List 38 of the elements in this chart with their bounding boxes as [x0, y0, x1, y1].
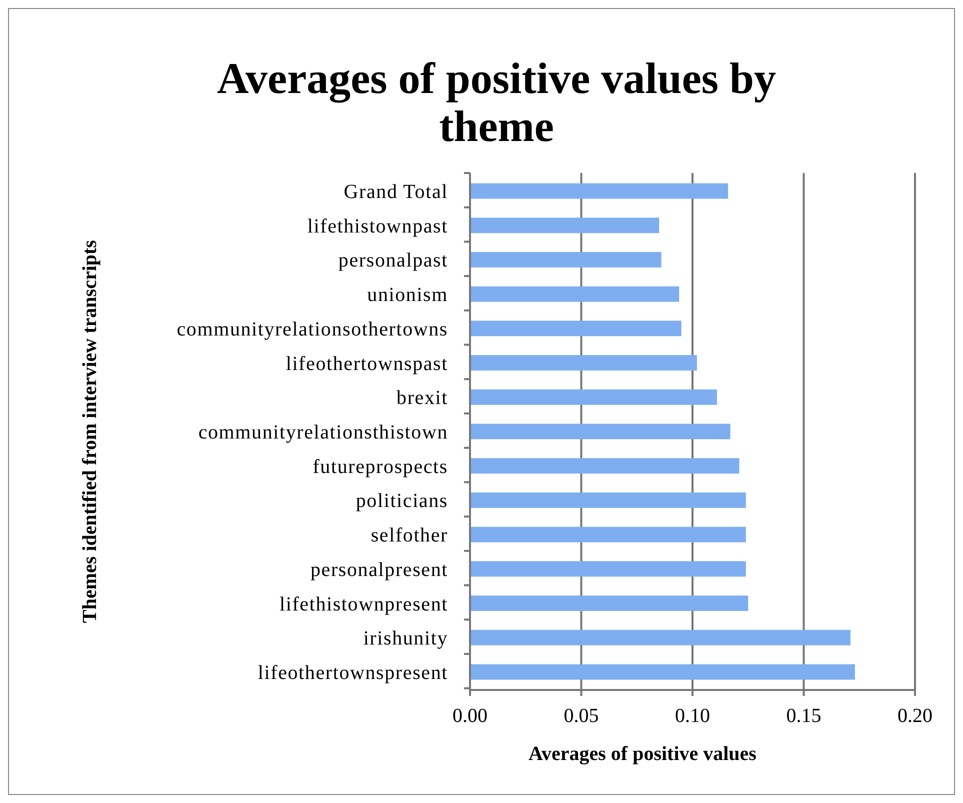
y-tick-label: selfother — [370, 524, 448, 547]
y-tick-label: futureprospects — [312, 456, 448, 478]
bar — [470, 561, 746, 577]
y-tick-label: lifethistownpast — [307, 215, 448, 238]
bar — [470, 218, 660, 234]
bar — [470, 286, 680, 302]
y-tick-label: lifeothertownspast — [286, 352, 448, 375]
y-tick-label: Grand Total — [344, 181, 448, 204]
bar — [470, 424, 730, 440]
x-tick-label: 0.10 — [675, 705, 710, 727]
y-tick-label: personalpast — [338, 250, 448, 272]
bar — [470, 355, 697, 371]
y-tick-label: communityrelationsothertowns — [176, 318, 448, 340]
y-tick-label: communityrelationsthistown — [198, 422, 448, 444]
bar — [470, 458, 740, 474]
x-tick-label: 0.05 — [564, 705, 599, 727]
x-tick-label: 0.00 — [452, 705, 488, 727]
x-tick-label: 0.20 — [898, 705, 932, 727]
bar — [470, 526, 746, 542]
x-tick-label: 0.15 — [786, 705, 822, 727]
bar — [470, 389, 717, 405]
y-tick-label: lifethistownpresent — [279, 593, 448, 616]
bar — [470, 630, 850, 646]
y-tick-label: personalpresent — [310, 558, 448, 581]
bar — [470, 183, 728, 199]
y-tick-label: lifeothertownspresent — [258, 662, 448, 684]
y-tick-label: politicians — [356, 490, 448, 512]
x-axis-title: Averages of positive values — [528, 743, 757, 765]
chart-title: Averages of positive values by theme — [217, 54, 776, 151]
y-tick-label: brexit — [396, 387, 448, 410]
bar — [470, 492, 746, 508]
bar — [470, 664, 855, 680]
bar — [470, 252, 662, 268]
bar — [470, 320, 682, 336]
y-axis-title: Themes identified from interview transcripts — [79, 240, 101, 623]
y-tick-label: unionism — [367, 284, 448, 306]
y-tick-label: irishunity — [363, 628, 448, 650]
bar — [470, 596, 748, 611]
